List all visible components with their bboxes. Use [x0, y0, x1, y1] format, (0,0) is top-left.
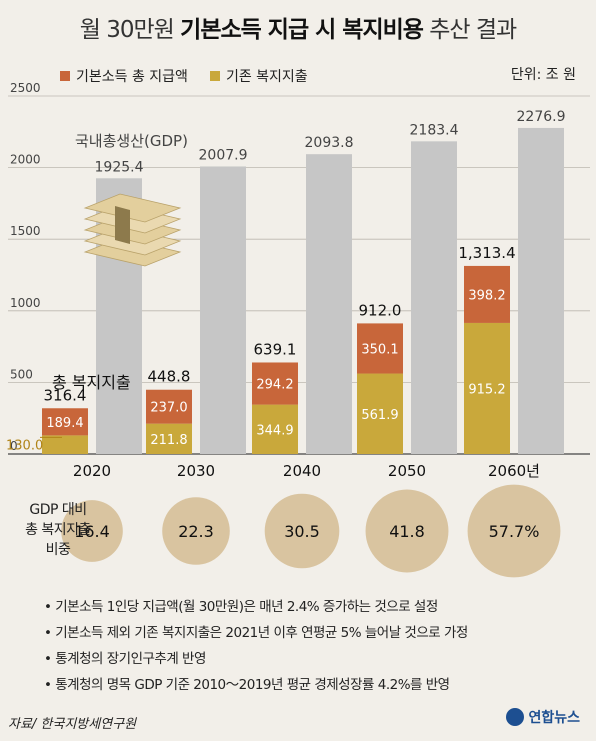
total-value-label: 448.8 — [148, 368, 191, 386]
legend-item-welfare: 기존 복지지출 — [209, 66, 308, 86]
ratio-label-line: GDP 대비 — [29, 502, 87, 518]
basic-income-value-label: 237.0 — [150, 401, 187, 416]
ratio-circle — [264, 493, 340, 569]
logo-text: 연합뉴스 — [528, 710, 580, 726]
title-suffix: 추산 결과 — [422, 17, 517, 43]
y-tick-label: 0 — [10, 439, 18, 453]
total-value-label: 316.4 — [44, 386, 87, 404]
basic-income-value-label: 350.1 — [361, 342, 398, 357]
bar-chart: 0 500 1000 1500 2000 2500 1925.4 189.4 316.4 2020… — [6, 81, 590, 578]
basic-income-bar — [357, 323, 403, 374]
basic-income-bar — [42, 408, 88, 436]
ratio-circle — [61, 500, 123, 562]
legend-label-welfare: 기존 복지지출 — [225, 69, 308, 85]
gdp-bar — [200, 166, 246, 454]
welfare-value-label: 211.8 — [150, 433, 187, 448]
gdp-annotation: 국내총생산(GDP) — [75, 132, 188, 150]
title-regular: 월 30만원 — [79, 17, 181, 43]
basic-income-bar — [146, 389, 192, 424]
ratio-value-label: 16.4 — [74, 522, 110, 541]
welfare-bar — [357, 373, 403, 454]
basic-income-value-label: 189.4 — [46, 416, 83, 431]
x-tick-label: 2060년 — [488, 462, 540, 480]
unit-label: 단위: 조 원 — [510, 67, 576, 83]
note-item: 기본소득 제외 기존 복지지출은 2021년 이후 연평균 5% 늘어날 것으로… — [44, 620, 468, 646]
legend-item-basic-income: 기본소득 총 지급액 — [60, 66, 188, 86]
ratio-circle — [365, 489, 449, 573]
welfare-bar — [146, 423, 192, 454]
ratio-value-label: 22.3 — [178, 522, 214, 541]
x-tick-label: 2040 — [283, 462, 321, 480]
total-value-label: 639.1 — [254, 340, 297, 358]
y-tick-label: 1000 — [10, 296, 41, 310]
legend-label-basic-income: 기본소득 총 지급액 — [76, 69, 188, 85]
notes: 기본소득 1인당 지급액(월 30만원)은 매년 2.4% 증가하는 것으로 설… — [44, 594, 468, 698]
logo-icon — [506, 708, 525, 726]
welfare-bar — [42, 435, 88, 454]
money-stack-icon — [83, 193, 182, 267]
gdp-value-label: 2276.9 — [517, 109, 566, 125]
note-item: 기본소득 1인당 지급액(월 30만원)은 매년 2.4% 증가하는 것으로 설… — [44, 594, 468, 620]
x-tick-label: 2030 — [177, 462, 215, 480]
legend-swatch-welfare — [209, 71, 220, 81]
welfare-value-label: 915.2 — [468, 382, 505, 397]
ratio-value-label: 30.5 — [284, 522, 320, 541]
x-tick-label: 2020 — [73, 462, 111, 480]
legend-swatch-basic-income — [60, 71, 70, 81]
note-item: 통계청의 명목 GDP 기준 2010～2019년 평균 경제성장률 4.2%를… — [44, 672, 468, 698]
total-value-label: 1,313.4 — [458, 244, 515, 262]
basic-income-bar — [464, 265, 510, 323]
gdp-bar — [518, 127, 564, 454]
y-tick-label: 500 — [10, 367, 33, 381]
gdp-value-label: 1925.4 — [95, 159, 144, 175]
note-item: 통계청의 장기인구추계 반영 — [44, 646, 468, 672]
legend: 기본소득 총 지급액 기존 복지지출 — [60, 66, 308, 86]
welfare-bar — [252, 404, 298, 454]
chart-title: 월 30만원 기본소득 지급 시 복지비용 추산 결과 — [0, 10, 596, 44]
welfare-value-label: 130.0 — [6, 439, 43, 454]
gdp-value-label: 2183.4 — [410, 122, 459, 138]
gdp-value-label: 2093.8 — [305, 135, 354, 151]
ratio-label-line: 비중 — [45, 542, 71, 558]
welfare-bar — [464, 322, 510, 454]
logo: 연합뉴스 — [506, 707, 580, 727]
source: 자료/ 한국지방세연구원 — [8, 717, 137, 732]
total-annotation: 총 복지지출 — [52, 373, 131, 392]
basic-income-bar — [252, 362, 298, 405]
title-bold: 기본소득 지급 시 복지비용 — [180, 17, 424, 43]
y-tick-label: 1500 — [10, 224, 41, 238]
x-tick-label: 2050 — [388, 462, 426, 480]
gdp-bar — [411, 141, 457, 455]
y-tick-label: 2500 — [10, 81, 41, 95]
welfare-value-label: 344.9 — [256, 423, 293, 438]
y-tick-label: 2000 — [10, 153, 41, 167]
ratio-label-line: 총 복지지출 — [25, 522, 91, 538]
basic-income-value-label: 398.2 — [468, 288, 505, 303]
ratio-label: GDP 대비 총 복지지출 비중 — [8, 500, 108, 560]
ratio-circle — [162, 497, 230, 565]
total-value-label: 912.0 — [359, 301, 402, 319]
basic-income-value-label: 294.2 — [256, 378, 293, 393]
gdp-bar — [306, 154, 352, 454]
gdp-value-label: 2007.9 — [199, 147, 248, 163]
ratio-value-label: 41.8 — [389, 522, 425, 541]
ratio-value-label: 57.7% — [489, 522, 540, 541]
welfare-value-label: 561.9 — [361, 408, 398, 423]
ratio-circle — [467, 484, 561, 578]
